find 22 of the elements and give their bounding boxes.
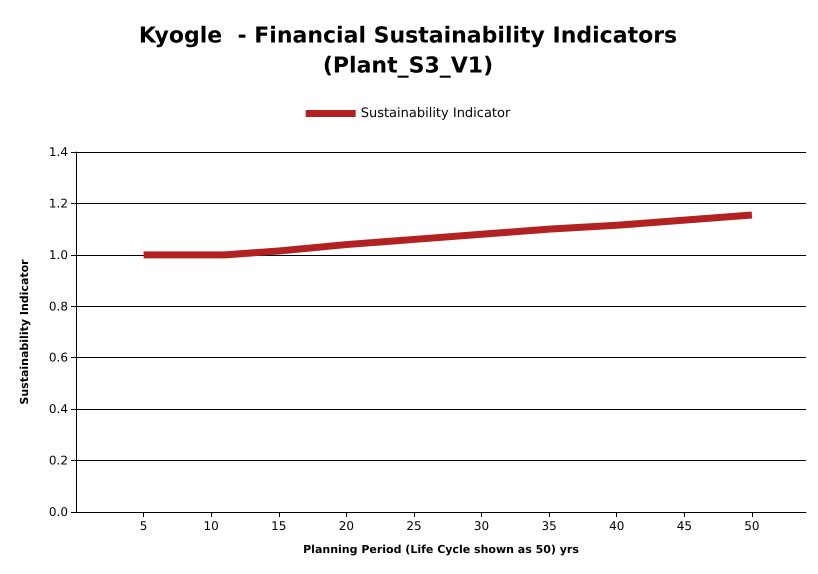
x-tick-label: 10 <box>204 519 219 533</box>
x-tick-label: 30 <box>474 519 490 533</box>
y-tick-label: 1.0 <box>48 248 68 262</box>
y-tick-label: 0.6 <box>48 350 68 365</box>
y-tick-label: 0.8 <box>48 299 68 314</box>
x-tick-label: 40 <box>609 519 624 533</box>
x-tick-label: 20 <box>338 519 354 533</box>
x-axis-title: Planning Period (Life Cycle shown as 50) yrs <box>303 543 580 556</box>
y-axis-title: Sustainability Indicator <box>18 258 31 405</box>
x-tick-label: 25 <box>406 519 422 533</box>
y-tick-label: 1.4 <box>48 145 68 159</box>
y-tick-label: 0.2 <box>48 454 68 468</box>
x-tick-label: 50 <box>744 519 760 533</box>
y-tick-label: 0.4 <box>48 402 68 416</box>
x-tick-label: 45 <box>676 519 692 533</box>
chart-title: Kyogle - Financial Sustainability Indicators (Plant_S3_V1) <box>138 24 678 78</box>
legend-label: Sustainability Indicator <box>360 106 511 121</box>
x-tick-label: 5 <box>140 519 148 533</box>
y-tick-label: 0.0 <box>48 505 68 519</box>
y-tick-label: 1.2 <box>48 196 68 210</box>
x-tick-label: 15 <box>271 519 286 533</box>
x-tick-label: 35 <box>542 519 557 533</box>
